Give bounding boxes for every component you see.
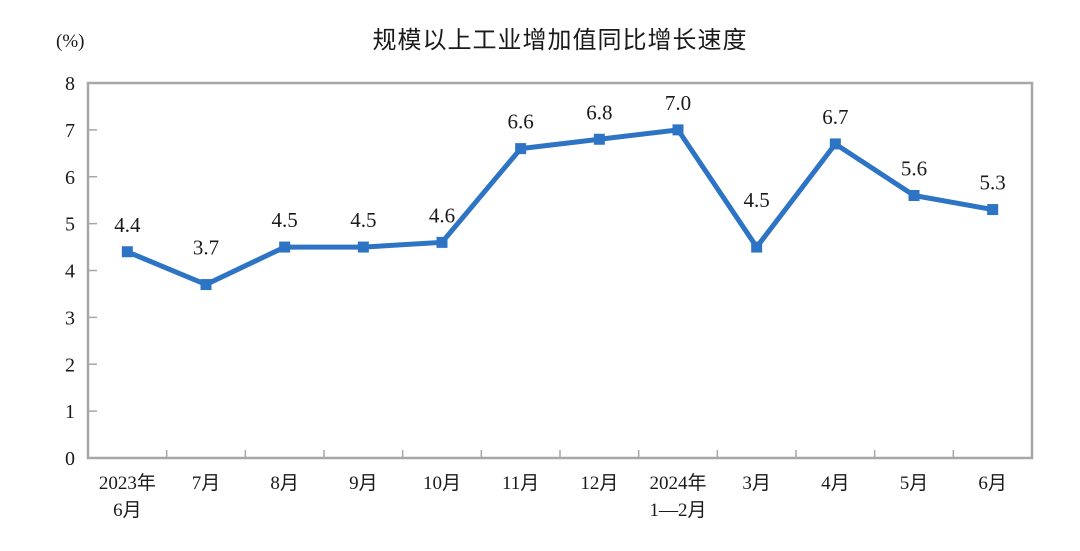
y-axis-tick-label: 7 [65, 120, 75, 142]
y-axis-tick-label: 6 [65, 167, 75, 189]
plot-border [86, 81, 1034, 460]
data-point-label: 6.7 [822, 105, 848, 129]
data-point-marker [593, 133, 605, 145]
data-point-label: 4.6 [429, 203, 455, 227]
x-axis-label: 9月 [349, 473, 378, 494]
data-point-label: 5.3 [980, 171, 1006, 195]
x-axis-label: 5月 [900, 473, 929, 494]
x-axis-label: 3月 [742, 473, 771, 494]
data-line [126, 127, 994, 288]
data-point-marker [357, 241, 369, 253]
data-point-marker [279, 241, 291, 253]
y-axis-tick-label: 2 [65, 354, 75, 376]
data-point-marker [829, 138, 841, 150]
y-axis-tick-label: 1 [65, 401, 75, 423]
x-axis-label: 2024年 1—2月 [649, 472, 706, 521]
x-axis-label: 12月 [580, 473, 618, 494]
y-axis-tick-label: 4 [65, 261, 75, 283]
data-point-label: 4.5 [744, 188, 770, 212]
y-axis-tick-label: 8 [65, 73, 75, 95]
data-point-label: 7.0 [665, 91, 691, 115]
data-point-label: 4.5 [350, 208, 376, 232]
data-point-marker [908, 190, 920, 201]
x-axis-label: 11月 [502, 473, 539, 494]
data-point-label: 6.6 [508, 110, 534, 134]
data-point-label: 5.6 [901, 157, 927, 181]
x-axis-label: 4月 [821, 473, 850, 494]
data-point-marker [751, 241, 763, 253]
data-point-marker [200, 279, 212, 291]
data-point-marker [987, 204, 999, 216]
data-point-label: 6.8 [586, 100, 612, 124]
x-axis-label: 6月 [978, 473, 1007, 494]
data-point-marker [515, 143, 527, 155]
x-axis-label: 7月 [192, 473, 221, 494]
chart-title: 规模以上工业增加值同比增长速度 [372, 27, 748, 54]
data-point-label: 3.7 [193, 236, 219, 260]
y-axis-tick-label: 3 [65, 307, 75, 329]
x-axis-label: 2023年 6月 [99, 472, 156, 521]
data-point-marker [121, 246, 133, 258]
x-axis-label: 8月 [270, 473, 299, 494]
x-axis-label: 10月 [423, 473, 461, 494]
data-point-marker [672, 124, 684, 136]
y-axis-unit-label: (%) [56, 31, 85, 52]
data-point-label: 4.5 [272, 208, 298, 232]
y-axis-tick-label: 0 [65, 448, 75, 470]
data-point-label: 4.4 [114, 213, 141, 237]
data-point-marker [436, 236, 448, 248]
y-axis-tick-label: 5 [65, 214, 75, 236]
